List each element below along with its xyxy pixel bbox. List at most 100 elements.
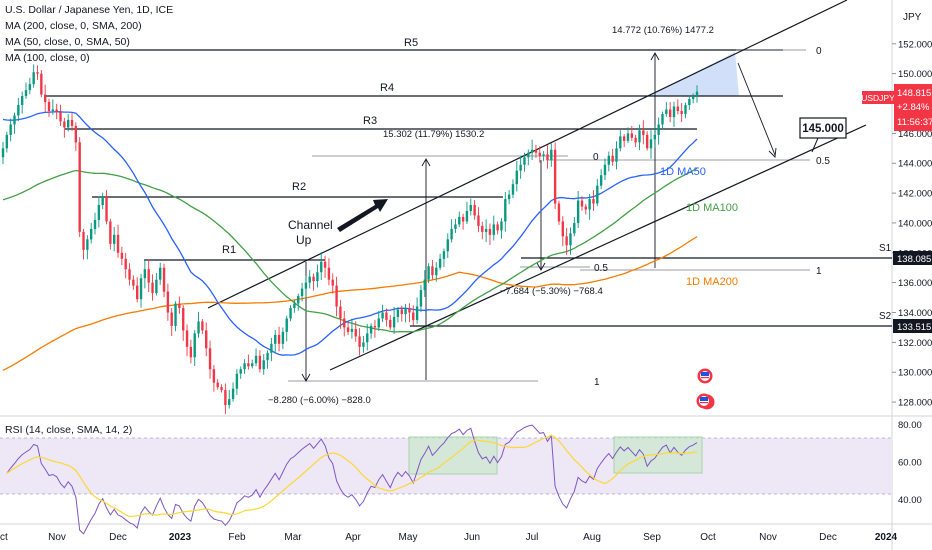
candle-body: [55, 109, 58, 113]
candle-body: [630, 133, 634, 138]
candle-body: [281, 331, 285, 344]
candle-body: [147, 269, 150, 283]
candle-body: [251, 363, 254, 367]
candle-body: [450, 228, 453, 240]
us-flag-event-stack-icon[interactable]: [696, 393, 715, 410]
candle-body: [193, 333, 196, 358]
time-tick-label: Aug: [583, 532, 601, 543]
ma100-line: [2, 167, 698, 333]
fib-lines: [288, 49, 810, 382]
us-flag-event-icon[interactable]: [697, 368, 713, 384]
candle-body: [622, 136, 626, 141]
candle-body: [89, 228, 93, 240]
candle-body: [404, 308, 407, 314]
candle-body: [584, 206, 587, 210]
candle-body: [308, 276, 311, 283]
candle-body: [611, 155, 614, 162]
candle-body: [300, 288, 304, 297]
candle-body: [258, 355, 262, 370]
candle-body: [546, 154, 549, 161]
ma50-legend[interactable]: MA (50, close, 0, SMA, 50): [5, 36, 130, 48]
candle-body: [40, 73, 43, 95]
change-text: +2.84%: [897, 102, 930, 113]
candle-body: [162, 267, 166, 292]
candle-body: [205, 330, 208, 349]
candle-body: [427, 266, 430, 280]
rsi-ma-line: [6, 434, 698, 518]
candle-body: [607, 155, 611, 165]
time-tick-label: 2023: [169, 532, 192, 543]
candle-body: [557, 203, 561, 222]
candle-body: [688, 99, 691, 106]
candle-body: [216, 382, 219, 388]
candle-body: [373, 325, 377, 328]
ma100-legend[interactable]: MA (100, close, 0): [5, 52, 90, 64]
ma200-label: 1D MA200: [686, 276, 738, 288]
candle-body: [542, 154, 545, 156]
candle-body: [400, 309, 403, 314]
price-tick-label: 140.000: [898, 218, 932, 229]
candle-body: [155, 279, 158, 294]
candle-body: [615, 148, 618, 162]
candle-body: [28, 84, 32, 91]
fib-05-mid: 0.5: [594, 263, 608, 274]
candle-body: [661, 113, 664, 125]
candle-body: [465, 211, 469, 222]
ticker-text: USDJPY: [861, 93, 895, 103]
candle-body: [665, 109, 668, 114]
candle-body: [626, 133, 630, 141]
price-tick-label: 128.000: [898, 398, 932, 409]
candle-body: [638, 130, 641, 143]
time-tick-label: Nov: [48, 532, 66, 543]
symbol-title[interactable]: U.S. Dollar / Japanese Yen, 1D, ICE: [5, 4, 174, 16]
candle-body: [492, 224, 495, 235]
candle-body: [362, 342, 365, 347]
candle-body: [695, 91, 699, 97]
candle-body: [320, 261, 323, 273]
price-tick-label: 130.000: [898, 368, 932, 379]
candle-body: [208, 348, 212, 370]
ma200-legend[interactable]: MA (200, close, 0, SMA, 200): [5, 20, 142, 32]
time-axis: ct Nov Dec 2023 Feb Mar Apr May Jun Jul Aug Sep Oct N…: [0, 532, 898, 543]
candle-body: [569, 233, 572, 246]
time-tick-label: Nov: [759, 532, 777, 543]
candle-body: [461, 216, 465, 222]
candle-body: [182, 308, 185, 331]
current-price-tag: USDJPY 148.815 +2.84% 11:56:37: [861, 84, 932, 131]
candle-body: [396, 309, 400, 317]
countdown-text: 11:56:37: [897, 117, 932, 128]
candle-body: [523, 157, 526, 165]
candle-body: [431, 266, 434, 276]
candle-body: [20, 96, 24, 106]
price-pane: [0, 0, 892, 416]
rsi-tick-label: 80.00: [898, 420, 922, 431]
candle-body: [327, 267, 331, 280]
candle-body: [166, 291, 170, 313]
candle-body: [415, 306, 419, 320]
price-tick-label: 152.000: [898, 39, 932, 50]
candle-body: [266, 352, 269, 361]
label-r1: R1: [222, 244, 236, 256]
time-tick-label: Oct: [700, 532, 716, 543]
candle-body: [285, 318, 288, 332]
candle-body: [484, 228, 488, 232]
candle-body: [553, 149, 557, 204]
candle-body: [36, 72, 39, 74]
target-callout: 145.000: [799, 117, 847, 153]
candle-body: [297, 296, 300, 304]
time-tick-label: May: [399, 532, 418, 543]
candle-body: [228, 399, 231, 406]
price-tick-label: 132.000: [898, 338, 932, 349]
time-tick-label: Dec: [109, 532, 127, 543]
candle-body: [13, 115, 16, 125]
rsi-tick-label: 40.00: [898, 495, 922, 506]
candle-body: [47, 102, 51, 111]
time-tick-label: Mar: [284, 532, 302, 543]
candle-body: [170, 312, 173, 326]
candle-body: [63, 121, 66, 128]
candle-body: [423, 279, 426, 291]
candle-body: [59, 112, 62, 122]
rsi-highlight-box-1: [408, 436, 498, 475]
s2-price-text: 133.515: [897, 322, 931, 333]
candle-body: [346, 327, 350, 332]
